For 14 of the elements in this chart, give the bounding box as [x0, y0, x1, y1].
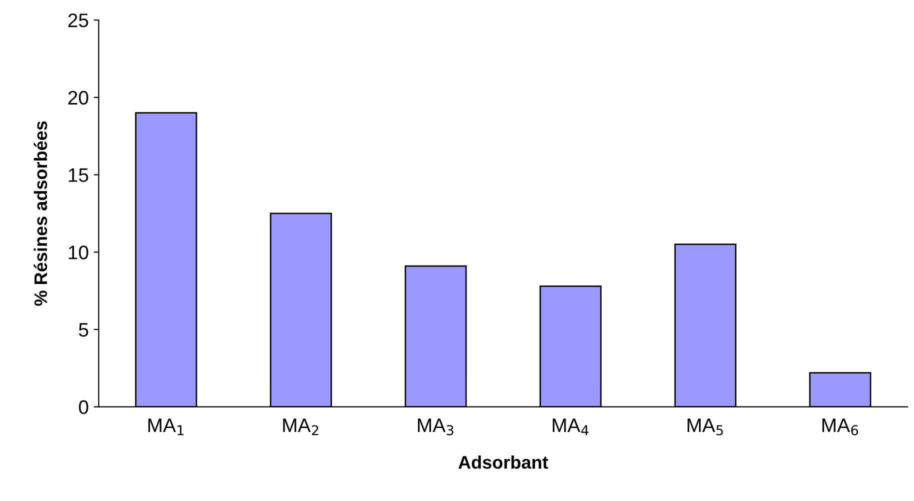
x-tick-label: MA$_{1}$	[148, 418, 184, 436]
x-tick-label: MA$_{4}$	[552, 418, 588, 436]
y-tick-label: 20	[68, 90, 88, 105]
y-tick-label: 25	[68, 14, 88, 28]
x-axis-title: Adsorbant	[458, 455, 548, 469]
y-tick-label: 0	[78, 400, 88, 414]
x-tick-label: MA$_{3}$	[418, 418, 454, 436]
y-axis-title: % Résines adsorbées	[34, 121, 48, 306]
y-tick-label: 10	[68, 246, 88, 260]
x-tick-label: MA$_{2}$	[283, 418, 318, 436]
y-tick-label: 15	[68, 168, 88, 182]
y-tick-label: 5	[78, 323, 88, 337]
x-tick-label: MA$_{5}$	[688, 418, 723, 436]
x-tick-label: MA$_{6}$	[822, 418, 858, 436]
